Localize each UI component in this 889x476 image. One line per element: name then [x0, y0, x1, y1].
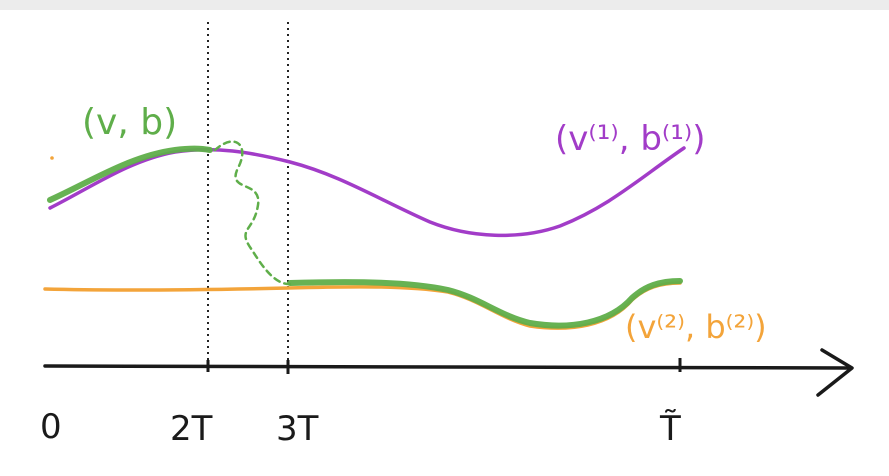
- top-shadow: [0, 0, 889, 10]
- label-v2-b2: (v⁽²⁾, b⁽²⁾): [625, 308, 767, 346]
- curve-vb-transition: [213, 140, 292, 286]
- curve-v1-b1: [48, 146, 686, 238]
- label-v1-b1: (v⁽¹⁾, b⁽¹⁾): [555, 119, 706, 159]
- time-axis: [43, 364, 852, 370]
- label-zero: 0: [40, 407, 62, 447]
- curve-vb-segment-1: [47, 145, 213, 203]
- curve-vb-segment-2: [287, 278, 683, 329]
- label-3t: 3T: [276, 409, 319, 449]
- label-2t: 2T: [170, 409, 213, 449]
- time-axis-arrowhead: [816, 348, 854, 397]
- label-vb: (v, b): [82, 102, 177, 143]
- stray-dot: [50, 156, 54, 160]
- label-t-tilde: T̃: [659, 409, 681, 449]
